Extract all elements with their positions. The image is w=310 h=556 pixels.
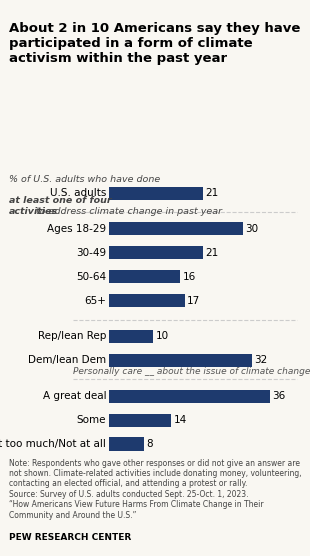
Text: 10: 10 xyxy=(156,331,169,341)
Text: PEW RESEARCH CENTER: PEW RESEARCH CENTER xyxy=(9,533,131,542)
Text: 8: 8 xyxy=(147,439,153,449)
Text: 30-49: 30-49 xyxy=(76,248,106,258)
Text: 32: 32 xyxy=(255,355,268,365)
Bar xyxy=(108,390,270,403)
Text: 17: 17 xyxy=(187,296,200,306)
Bar xyxy=(108,270,180,284)
Text: About 2 in 10 Americans say they have participated in a form of climate activism: About 2 in 10 Americans say they have pa… xyxy=(9,22,301,65)
Bar xyxy=(108,330,153,343)
Text: Personally care __ about the issue of climate change: Personally care __ about the issue of cl… xyxy=(73,367,310,376)
Bar xyxy=(108,438,144,450)
Text: Note: Respondents who gave other responses or did not give an answer are not sho: Note: Respondents who gave other respons… xyxy=(9,459,302,520)
Text: Dem/lean Dem: Dem/lean Dem xyxy=(28,355,106,365)
Bar xyxy=(108,294,185,307)
Bar xyxy=(108,222,243,236)
Text: Not too much/Not at all: Not too much/Not at all xyxy=(0,439,106,449)
Text: 21: 21 xyxy=(205,248,218,258)
Text: Rep/lean Rep: Rep/lean Rep xyxy=(38,331,106,341)
Text: U.S. adults: U.S. adults xyxy=(50,188,106,198)
Text: 65+: 65+ xyxy=(84,296,106,306)
Bar xyxy=(108,414,171,426)
Text: 30: 30 xyxy=(246,224,259,234)
Bar xyxy=(108,186,203,200)
Bar xyxy=(108,354,252,367)
Bar xyxy=(108,246,203,260)
Text: A great deal: A great deal xyxy=(43,391,106,401)
Text: 16: 16 xyxy=(183,272,196,282)
Text: % of U.S. adults who have done: % of U.S. adults who have done xyxy=(9,175,164,184)
Text: 21: 21 xyxy=(205,188,218,198)
Text: 50-64: 50-64 xyxy=(76,272,106,282)
Text: 36: 36 xyxy=(272,391,286,401)
Text: 14: 14 xyxy=(174,415,187,425)
Text: at least one of four
activities: at least one of four activities xyxy=(9,196,112,216)
Text: Some: Some xyxy=(77,415,106,425)
Text: Ages 18-29: Ages 18-29 xyxy=(47,224,106,234)
Text: to address climate change in past year: to address climate change in past year xyxy=(9,196,222,216)
